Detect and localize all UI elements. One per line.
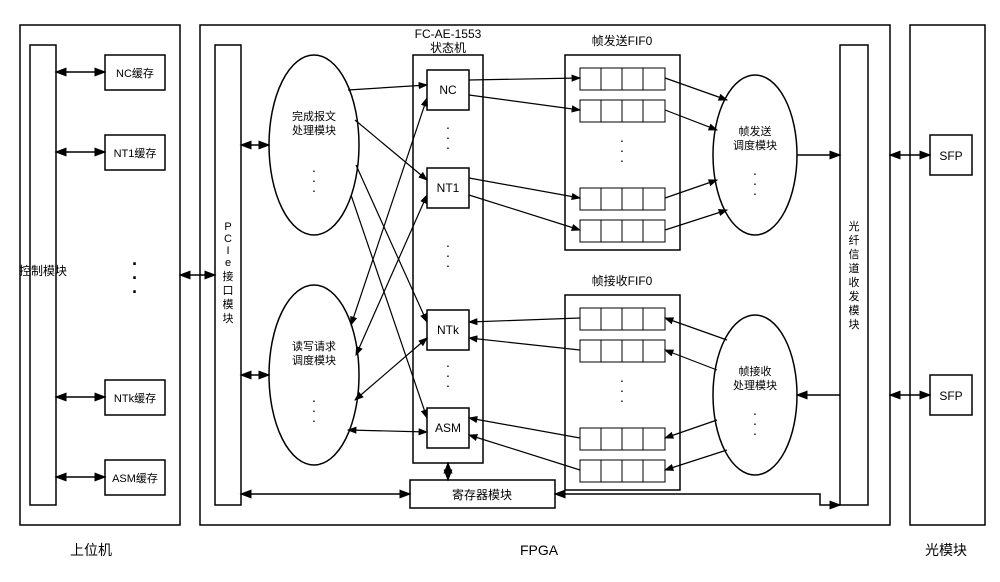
svg-text:NTk: NTk [437, 323, 460, 337]
control-module-label: 控制模块 [19, 264, 67, 278]
svg-text:NC缓存: NC缓存 [116, 66, 154, 80]
fiber-module-box [840, 45, 868, 505]
state-to-fifo-arrows [469, 78, 580, 470]
register-module-label: 寄存器模块 [452, 487, 512, 502]
svg-text:ASM缓存: ASM缓存 [112, 471, 158, 485]
svg-text:ASM: ASM [435, 421, 461, 435]
cache-nc: NC缓存 [105, 55, 165, 90]
rw-req-dots: ··· [312, 392, 317, 428]
fpga-label: FPGA [520, 542, 559, 558]
frame-send-dots: ··· [753, 165, 758, 201]
fpga-container [200, 25, 890, 525]
optical-label: 光模块 [925, 542, 967, 558]
svg-text:NC: NC [439, 83, 457, 97]
frame-recv-dots: ··· [753, 405, 758, 441]
sm-dots1: ··· [446, 119, 451, 155]
optical-container [910, 25, 985, 525]
rw-req-label: 读写请求调度模块 [292, 339, 336, 367]
send-fifo-dots: ··· [620, 132, 625, 168]
cache-nt1: NT1缓存 [105, 135, 165, 170]
cache-asm: ASM缓存 [105, 460, 165, 495]
state-machine-title: FC-AE-1553 [415, 27, 482, 41]
ellipse-to-state-arrows [348, 85, 427, 432]
state-machine-subtitle: 状态机 [430, 41, 466, 55]
svg-text:SFP: SFP [939, 389, 962, 403]
host-label: 上位机 [70, 542, 112, 558]
cache-dots: ··· [132, 254, 138, 302]
recv-fifo-title: 帧接收FIF0 [592, 273, 653, 288]
complete-msg-ellipse [269, 55, 359, 235]
frame-recv-label: 帧接收处理模块 [733, 364, 777, 392]
svg-text:NTk缓存: NTk缓存 [114, 391, 156, 405]
fiber-module-label: 光纤信道收发模块 [849, 219, 860, 331]
recv-fifo-dots: ··· [620, 372, 625, 408]
arrow-register-fiber [555, 494, 840, 505]
svg-text:NT1缓存: NT1缓存 [114, 146, 157, 160]
complete-msg-dots: ··· [312, 162, 317, 198]
svg-text:SFP: SFP [939, 149, 962, 163]
sm-dots3: ··· [446, 357, 451, 393]
sm-dots2: ··· [446, 237, 451, 273]
rw-req-ellipse [269, 285, 359, 465]
frame-send-label: 帧发送调度模块 [733, 124, 777, 152]
svg-text:NT1: NT1 [437, 181, 460, 195]
pcie-label: PCIe接口模块 [223, 221, 234, 325]
fifo-to-ellipse-arrows [665, 78, 727, 470]
complete-msg-label: 完成报文处理模块 [292, 109, 336, 137]
cache-ntk: NTk缓存 [105, 380, 165, 415]
send-fifo-title: 帧发送FIF0 [592, 33, 653, 48]
